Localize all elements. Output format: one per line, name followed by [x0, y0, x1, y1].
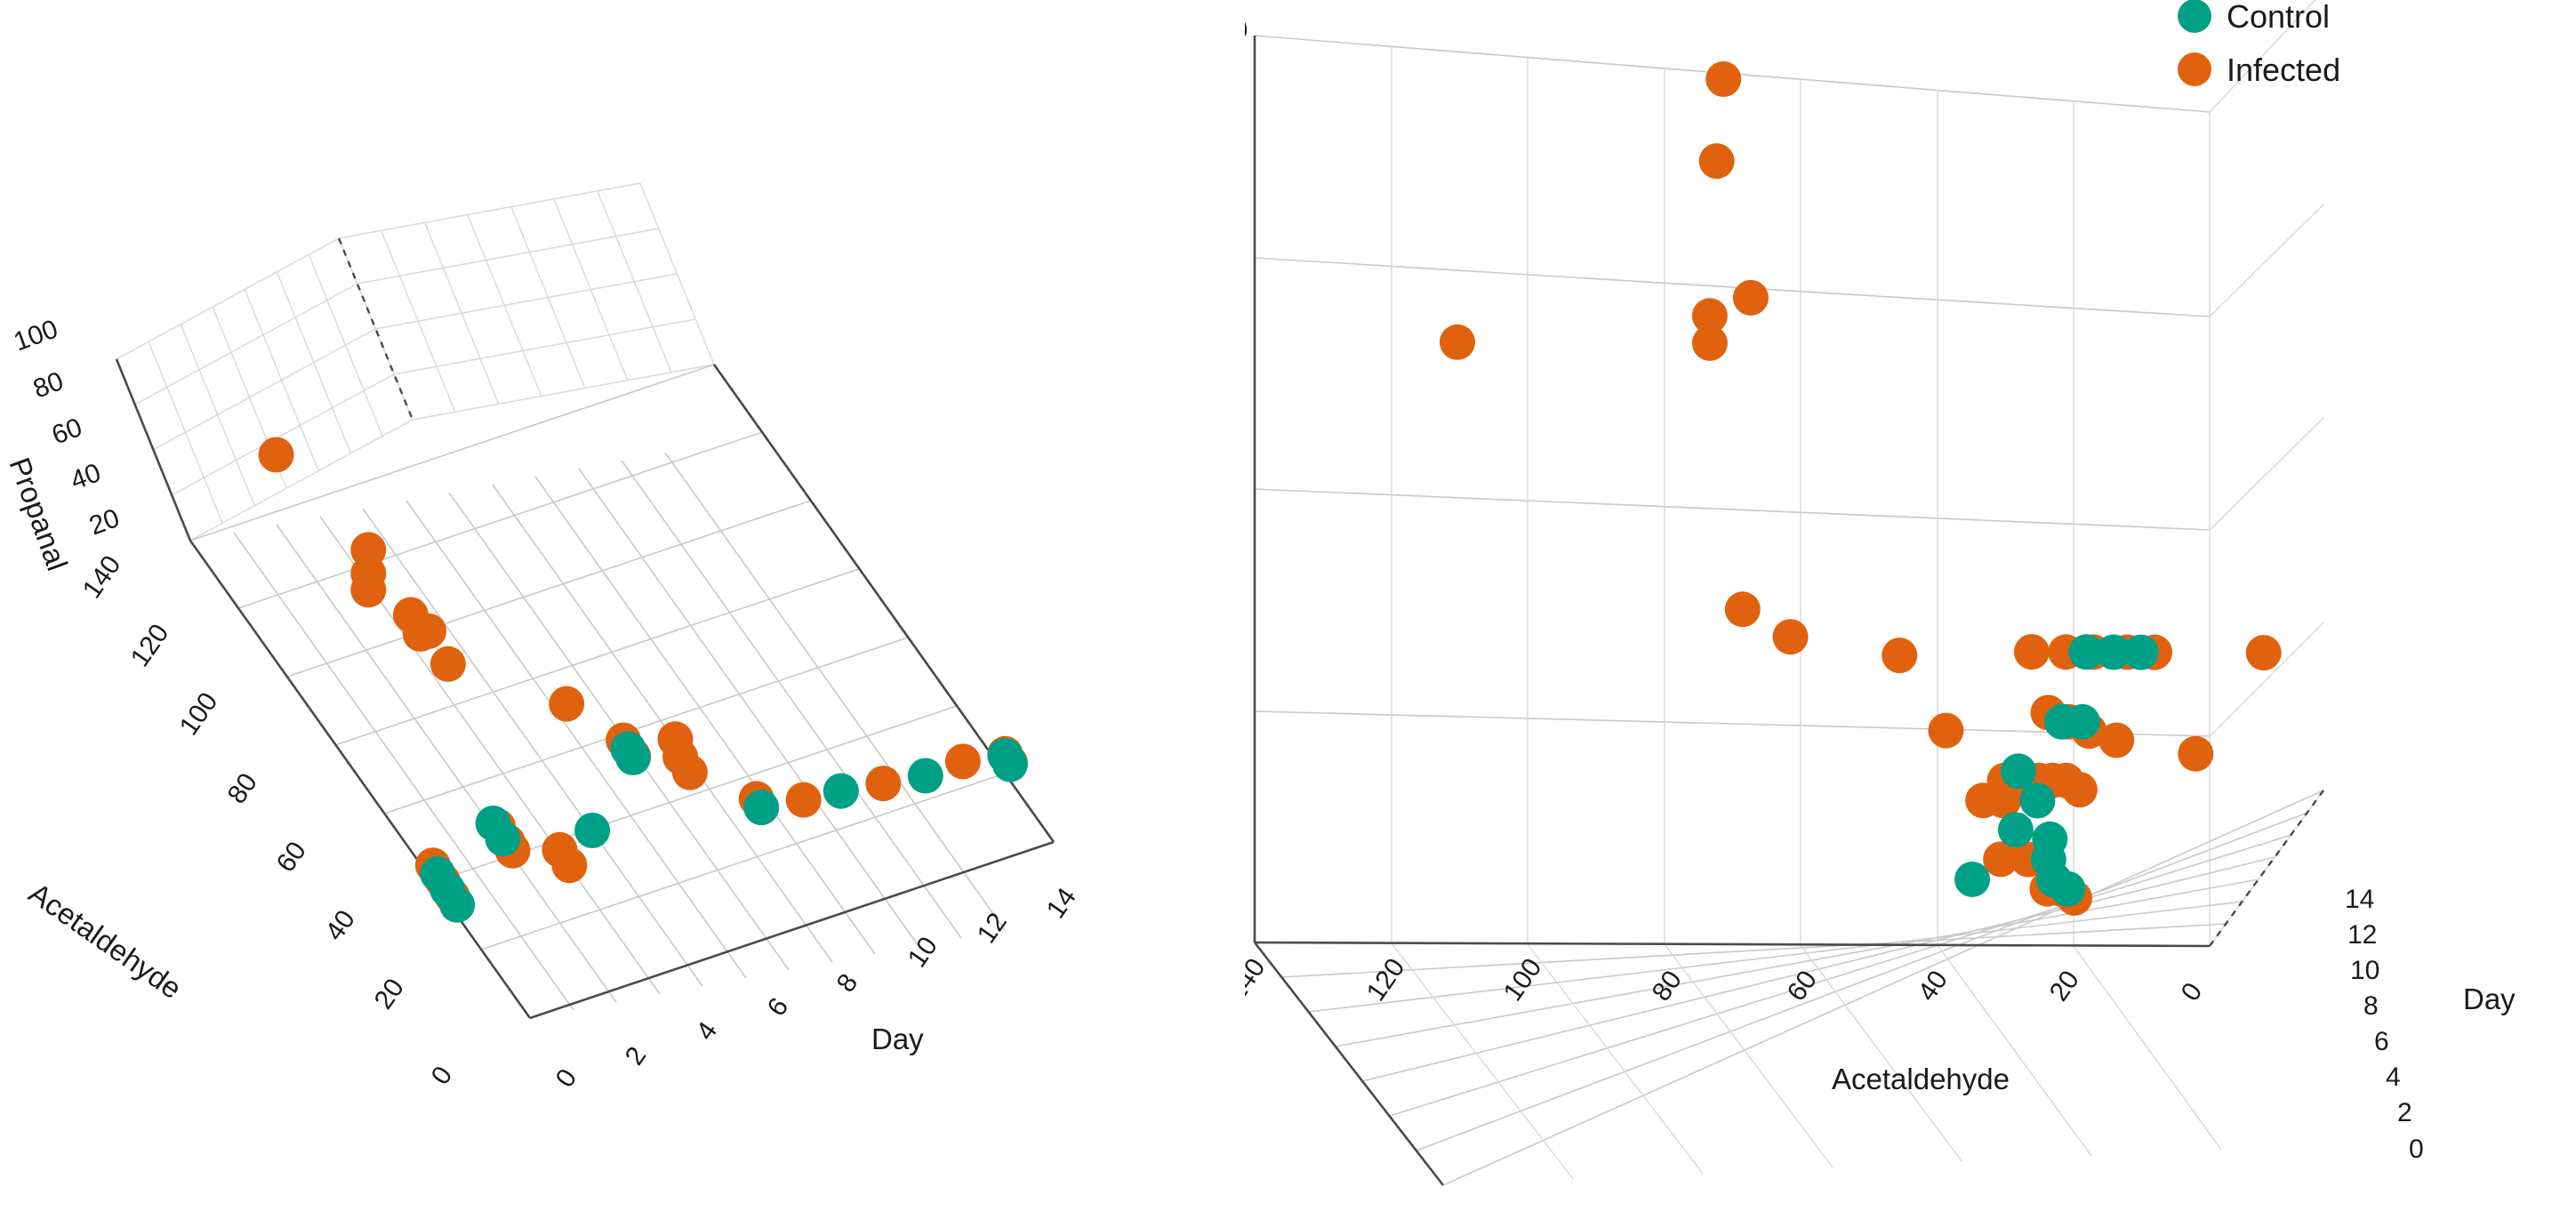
- tick-label: 10: [2350, 956, 2379, 985]
- data-point-infected: [1882, 638, 1918, 674]
- data-point-control: [2050, 870, 2086, 907]
- right-panel-axis-spines: [1253, 36, 2324, 1186]
- data-point-infected: [671, 754, 708, 790]
- data-point-control: [1954, 862, 1990, 897]
- data-point-infected: [2013, 634, 2050, 670]
- data-point-infected: [429, 646, 466, 682]
- data-point-control: [2064, 703, 2100, 740]
- data-point-control: [1997, 812, 2034, 848]
- data-point-control: [574, 813, 611, 848]
- data-point-infected: [944, 743, 981, 780]
- data-point-infected: [1928, 712, 1964, 749]
- left-panel-background: [0, 0, 1245, 1211]
- data-point-control: [743, 790, 780, 826]
- data-point-infected: [350, 572, 387, 608]
- data-point-infected: [865, 766, 902, 802]
- data-point-control: [907, 758, 943, 794]
- tick-label: 8: [2363, 991, 2379, 1021]
- data-point-infected: [2178, 735, 2214, 772]
- data-point-infected: [1705, 61, 1742, 97]
- data-point-control: [991, 746, 1028, 782]
- right-panel-acetaldehyde-axis-title: Acetaldehyde: [1832, 1063, 2010, 1095]
- legend-marker-control: [2178, 0, 2211, 33]
- data-point-infected: [2099, 722, 2135, 758]
- data-point-control: [439, 886, 476, 923]
- data-point-infected: [549, 686, 585, 722]
- right-panel-day-tick-labels: 14 12 10 8 6 4 2 0: [2345, 885, 2424, 1164]
- data-point-infected: [1986, 782, 2022, 819]
- left-panel-day-axis-title: Day: [871, 1023, 924, 1055]
- data-point-infected: [2245, 635, 2282, 671]
- data-point-infected: [1983, 841, 2019, 878]
- data-point-infected: [1698, 143, 1735, 180]
- data-point-control: [485, 821, 521, 857]
- tick-label: 6: [2374, 1027, 2389, 1056]
- legend: Control Infected: [2178, 0, 2340, 88]
- data-point-control: [2019, 782, 2056, 819]
- tick-label: 12: [2347, 920, 2377, 950]
- data-point-control: [2068, 634, 2105, 670]
- tick-label: 4: [2386, 1063, 2401, 1092]
- legend-marker-infected: [2178, 52, 2211, 86]
- data-point-control: [2096, 634, 2131, 670]
- left-panel-data-markers: [258, 437, 1028, 923]
- data-point-infected: [1732, 279, 1769, 316]
- right-panel-side-wall-grid: [2209, 0, 2324, 947]
- tick-label: 0: [2409, 1135, 2424, 1164]
- legend-label-control: Control: [2227, 0, 2330, 35]
- data-point-control: [2000, 753, 2036, 790]
- data-point-infected: [1724, 591, 1761, 628]
- data-point-infected: [411, 613, 447, 649]
- left-3d-scatter-panel: 100 80 60 40 20 Propanal 140 120 100 80 …: [0, 0, 1245, 1211]
- data-point-infected: [1691, 325, 1728, 361]
- data-point-infected: [2061, 772, 2098, 808]
- tick-label: 100: [1245, 13, 1250, 49]
- data-point-infected: [785, 782, 822, 818]
- right-panel-day-axis-title: Day: [2463, 982, 2516, 1015]
- data-point-control: [823, 773, 859, 809]
- data-point-control: [2123, 634, 2159, 670]
- data-point-infected: [258, 437, 294, 473]
- data-point-infected: [1772, 619, 1809, 655]
- data-point-infected: [1440, 324, 1475, 360]
- legend-label-infected: Infected: [2227, 52, 2340, 88]
- data-point-infected: [551, 847, 588, 884]
- right-3d-scatter-panel: 100 80 60 40 20 0 Propanal 140 120 100 8…: [1245, 0, 2576, 1211]
- tick-label: 2: [2397, 1098, 2412, 1127]
- right-panel-data-markers: [1440, 61, 2282, 916]
- left-panel-back-right-wall-grid: [338, 182, 715, 421]
- tick-label: 14: [2345, 885, 2374, 914]
- data-point-control: [615, 740, 651, 775]
- right-panel-propanal-tick-labels: 100 80 60 40 20 0: [1245, 13, 1250, 49]
- data-point-infected: [1691, 298, 1728, 334]
- right-panel-background: [1245, 0, 2576, 1211]
